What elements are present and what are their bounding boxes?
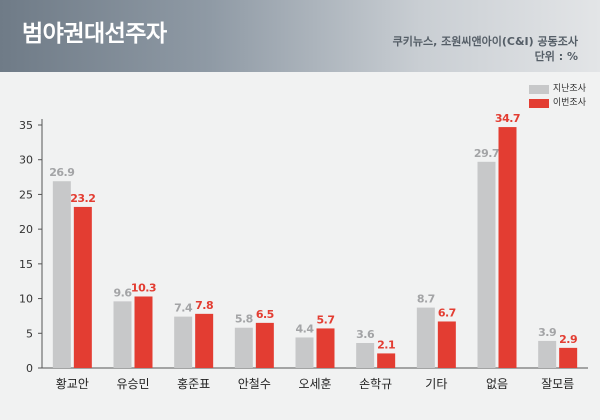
- value-label-prev: 3.9: [538, 326, 556, 339]
- value-label-prev: 29.7: [474, 147, 499, 160]
- y-tick-label: 10: [19, 293, 33, 306]
- value-label-curr: 34.7: [495, 112, 520, 125]
- bar-prev: [295, 337, 314, 368]
- value-label-curr: 23.2: [70, 192, 95, 205]
- legend: 지난조사 이번조사: [528, 82, 586, 110]
- bar-curr: [316, 328, 335, 368]
- y-tick-label: 30: [19, 154, 33, 167]
- bar-curr: [134, 296, 153, 368]
- value-label-prev: 5.8: [235, 313, 253, 326]
- y-tick-label: 0: [26, 362, 33, 375]
- bar-curr: [195, 313, 214, 368]
- legend-swatch-curr: [528, 98, 549, 108]
- value-label-curr: 2.9: [559, 333, 577, 346]
- value-label-prev: 26.9: [49, 166, 74, 179]
- value-label-prev: 4.4: [296, 322, 315, 335]
- x-tick-label: 잘모름: [541, 377, 574, 391]
- chart-title: 범야권대선주자: [22, 21, 167, 47]
- bar-curr: [437, 321, 456, 368]
- x-tick-label: 홍준표: [177, 377, 210, 391]
- legend-label-prev: 지난조사: [552, 84, 586, 94]
- value-label-curr: 2.1: [377, 338, 395, 351]
- x-tick-label: 황교안: [56, 377, 89, 391]
- legend-label-curr: 이번조사: [552, 98, 586, 108]
- bar-curr: [498, 127, 517, 368]
- bar-prev: [52, 181, 71, 368]
- source-text: 쿠키뉴스, 조원씨앤아이(C&I) 공동조사: [392, 35, 578, 48]
- bar-prev: [174, 316, 193, 368]
- x-tick-label: 없음: [486, 377, 508, 391]
- value-label-prev: 3.6: [356, 328, 375, 341]
- legend-swatch-prev: [528, 84, 549, 94]
- bar-prev: [356, 343, 375, 368]
- bar-prev: [113, 301, 132, 368]
- value-label-curr: 7.8: [195, 299, 213, 312]
- bar-curr: [73, 206, 92, 368]
- header-banner: 범야권대선주자 쿠키뉴스, 조원씨앤아이(C&I) 공동조사 단위 : %: [0, 0, 600, 72]
- value-label-curr: 5.7: [317, 313, 335, 326]
- bar-prev: [538, 340, 557, 368]
- x-tick-label: 손학규: [359, 377, 392, 391]
- y-tick-label: 15: [19, 258, 33, 271]
- value-label-prev: 9.6: [114, 286, 133, 299]
- value-label-curr: 6.5: [256, 308, 274, 321]
- bar-prev: [234, 327, 253, 368]
- source-note: 쿠키뉴스, 조원씨앤아이(C&I) 공동조사 단위 : %: [393, 34, 578, 64]
- legend-item-curr: 이번조사: [528, 96, 586, 110]
- value-label-prev: 8.7: [417, 293, 435, 306]
- bar-curr: [255, 322, 274, 368]
- legend-item-prev: 지난조사: [528, 82, 586, 96]
- value-label-prev: 7.4: [174, 302, 193, 315]
- y-tick-label: 25: [19, 188, 33, 201]
- bar-curr: [377, 353, 396, 368]
- value-label-curr: 6.7: [438, 306, 456, 319]
- x-tick-label: 유승민: [116, 377, 149, 391]
- bar-prev: [416, 307, 435, 368]
- bar-curr: [559, 347, 578, 368]
- x-tick-label: 안철수: [238, 377, 271, 391]
- x-tick-label: 오세훈: [298, 377, 331, 391]
- unit-text: 단위 : %: [534, 50, 578, 63]
- y-tick-label: 35: [19, 119, 33, 132]
- y-tick-label: 5: [26, 327, 33, 340]
- x-tick-label: 기타: [425, 377, 447, 391]
- bar-prev: [477, 161, 496, 368]
- y-tick-label: 20: [19, 223, 33, 236]
- value-label-curr: 10.3: [131, 281, 156, 294]
